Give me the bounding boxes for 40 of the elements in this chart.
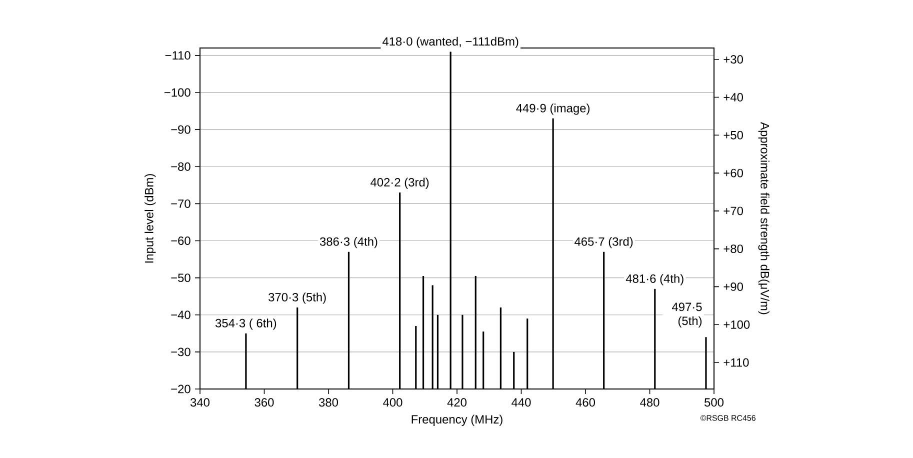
y2-tick-label: +90	[724, 282, 743, 291]
annotation: 497·5 (5th)	[672, 302, 702, 328]
y-tick-label: −50	[171, 274, 190, 282]
y2-axis-title: Approximate field strength dB(μV/m)	[758, 122, 770, 314]
annotation: 465·7 (3rd)	[574, 237, 633, 248]
y-axis-title: Input level (dBm)	[144, 174, 156, 263]
y2-tick-label: +30	[724, 55, 743, 64]
y-tick-label: −40	[171, 310, 190, 320]
y-tick-label: −30	[171, 348, 190, 356]
annotation: 370·3 (5th)	[268, 292, 326, 304]
y2-tick-label: +110	[724, 358, 749, 367]
y-tick-label: −80	[171, 162, 190, 171]
y2-tick-label: +50	[724, 130, 743, 140]
x-tick-label: 380	[318, 398, 338, 407]
x-axis-title: Frequency (MHz)	[412, 414, 502, 426]
x-tick-label: 360	[254, 398, 274, 407]
y2-tick-label: +80	[724, 244, 743, 254]
x-tick-label: 460	[576, 398, 596, 407]
x-tick-label: 400	[383, 398, 402, 407]
y-tick-label: −100	[164, 88, 190, 97]
y2-tick-label: +60	[724, 168, 743, 178]
annotation: 386·3 (4th)	[320, 237, 378, 248]
annotation: 481·6 (4th)	[626, 274, 684, 286]
x-tick-label: 340	[190, 398, 210, 407]
x-tick-label: 440	[512, 398, 531, 407]
annotation: 449·9 (image)	[516, 104, 590, 115]
y-tick-label: −60	[171, 236, 190, 245]
y2-tick-label: +40	[724, 93, 743, 102]
annotation: 402·2 (3rd)	[370, 178, 429, 189]
y-tick-label: −110	[165, 51, 190, 60]
x-tick-label: 420	[447, 398, 467, 407]
y-tick-label: −90	[171, 125, 190, 134]
annotation: 354·3 ( 6th)	[215, 318, 276, 330]
x-tick-label: 500	[704, 398, 724, 407]
x-tick-label: 480	[640, 398, 660, 407]
y2-tick-label: +70	[724, 206, 743, 216]
y-tick-label: −20	[171, 384, 190, 394]
y2-tick-label: +100	[724, 320, 750, 329]
annotation: 418·0 (wanted, −111dBm)	[382, 36, 518, 48]
y-tick-label: −70	[171, 199, 190, 208]
